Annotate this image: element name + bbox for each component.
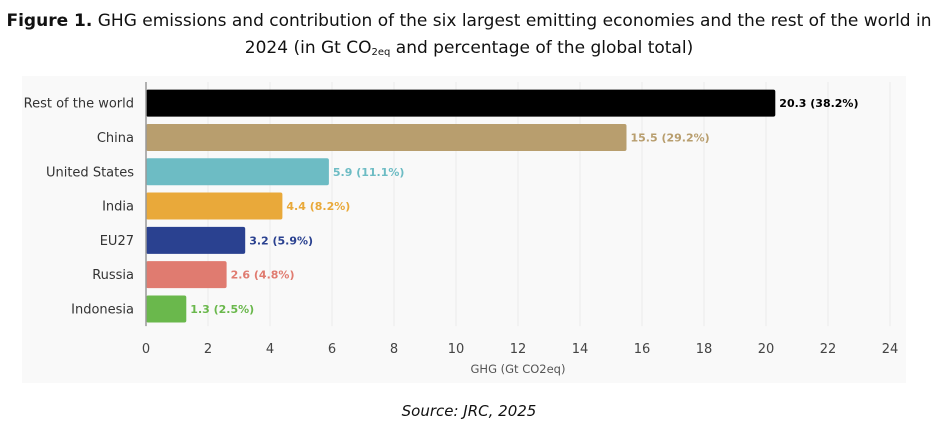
category-label: Indonesia [71, 302, 134, 317]
x-axis-title: GHG (Gt CO2eq) [471, 362, 566, 376]
figure-number: Figure 1. [6, 11, 93, 31]
data-label: 1.3 (2.5%) [190, 303, 254, 316]
category-label: Rest of the world [24, 97, 134, 112]
x-tick-label: 12 [510, 342, 527, 357]
bar-russia [146, 261, 227, 289]
chart-panel: Rest of the world 20.3 (38.2%) China 15.5 (… [22, 76, 906, 383]
data-label: 4.4 (8.2%) [286, 200, 350, 213]
title-line-1: Figure 1. GHG emissions and contribution… [6, 11, 932, 31]
data-label: 15.5 (29.2%) [631, 131, 710, 144]
bar-eu27 [146, 226, 246, 254]
title-line-2: 2024 (in Gt CO2eq and percentage of the … [244, 38, 694, 58]
figure-title: Figure 1. GHG emissions and contribution… [0, 8, 938, 66]
source-note: Source: JRC, 2025 [401, 402, 537, 420]
data-label: 20.3 (38.2%) [779, 97, 858, 110]
category-label: China [97, 131, 134, 146]
x-tick-label: 6 [328, 342, 336, 357]
bar-chart: Rest of the world 20.3 (38.2%) China 15.5 (… [24, 82, 899, 376]
x-tick-label: 4 [266, 342, 274, 357]
category-label: EU27 [100, 234, 134, 249]
bar-rest-of-the-world [146, 89, 776, 117]
x-tick-label: 10 [448, 342, 465, 357]
data-label: 3.2 (5.9%) [249, 234, 313, 247]
category-label: India [102, 200, 134, 215]
x-tick-label: 16 [634, 342, 651, 357]
x-tick-label: 14 [572, 342, 589, 357]
x-tick-label: 18 [696, 342, 713, 357]
bar-china [146, 123, 627, 151]
bar-united-states [146, 158, 329, 186]
x-tick-label: 8 [390, 342, 398, 357]
data-label: 5.9 (11.1%) [333, 166, 405, 179]
bar-indonesia [146, 295, 187, 323]
x-tick-label: 24 [882, 342, 899, 357]
category-label: United States [46, 165, 134, 180]
bar-india [146, 192, 283, 220]
x-tick-label: 0 [142, 342, 150, 357]
x-tick-label: 2 [204, 342, 212, 357]
x-tick-label: 20 [758, 342, 775, 357]
x-tick-label: 22 [820, 342, 837, 357]
category-label: Russia [92, 268, 134, 283]
data-label: 2.6 (4.8%) [231, 269, 295, 282]
